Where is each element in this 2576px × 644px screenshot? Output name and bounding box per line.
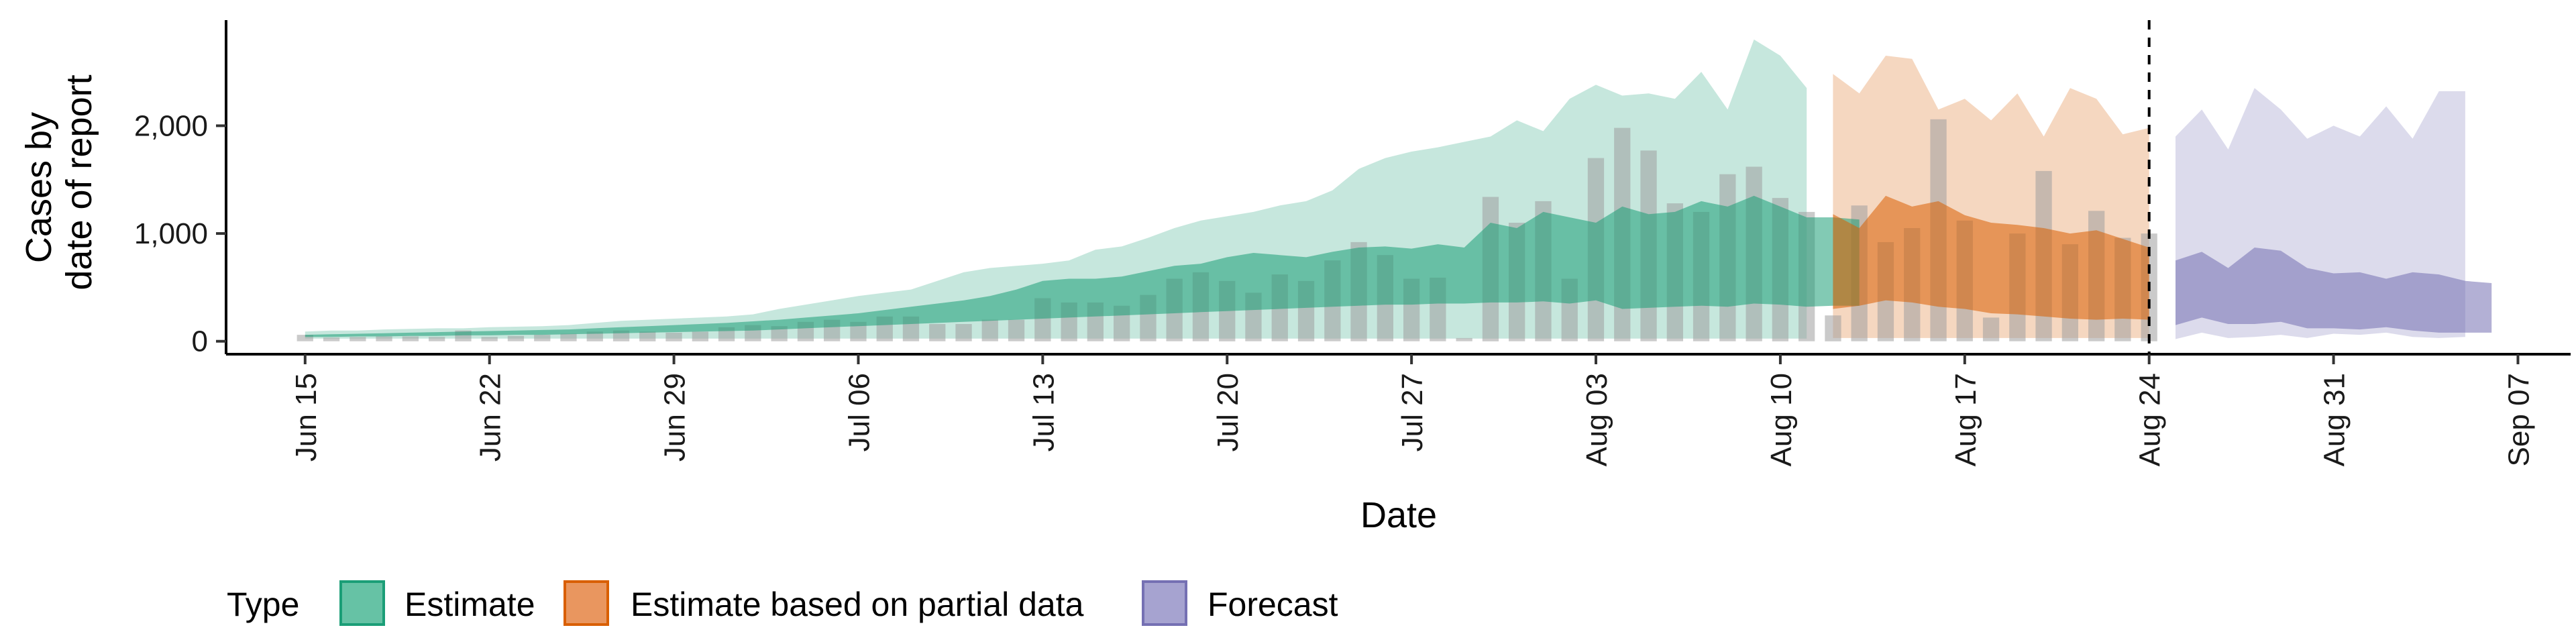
x-tick-label: Jun 22 xyxy=(474,373,507,462)
reported-cases-bar xyxy=(560,333,577,341)
y-tick-label: 2,000 xyxy=(134,109,208,142)
x-tick-label: Aug 31 xyxy=(2318,373,2351,466)
reported-cases-bar xyxy=(429,337,445,341)
legend-label-estimate: Estimate xyxy=(405,586,535,623)
reported-cases-bar xyxy=(1825,315,1841,341)
x-tick-label: Jul 27 xyxy=(1396,373,1429,451)
reported-cases-bar xyxy=(665,332,682,341)
reported-cases-bar xyxy=(955,324,972,341)
reported-cases-bar xyxy=(1456,337,1472,341)
legend-swatch-estimate xyxy=(339,580,385,626)
reported-cases-bar xyxy=(297,335,313,341)
y-tick-label: 1,000 xyxy=(134,217,208,250)
reported-cases-bar xyxy=(639,331,656,341)
y-tick-label: 0 xyxy=(192,325,208,358)
reported-cases-bar xyxy=(929,324,946,341)
legend-title: Type xyxy=(227,586,299,623)
reported-cases-bar xyxy=(507,335,525,341)
y-axis-ticks: 0 1,000 2,000 xyxy=(134,109,226,358)
reported-cases-bar xyxy=(534,335,551,341)
legend: Type Estimate Estimate based on partial … xyxy=(227,580,1338,626)
legend-label-partial: Estimate based on partial data xyxy=(631,586,1084,623)
legend-swatch-partial xyxy=(564,580,609,626)
reported-cases-bar xyxy=(402,336,419,341)
reported-cases-bar xyxy=(771,326,788,341)
y-axis-title-line-1: Cases by xyxy=(19,112,59,263)
reported-cases-bar xyxy=(692,331,708,341)
forecast-50-band xyxy=(2176,248,2492,333)
reported-cases-bar xyxy=(376,336,392,341)
x-tick-label: Jun 15 xyxy=(290,373,323,462)
estimate-based-on-partial-data-50-band xyxy=(1833,195,2149,320)
estimate-50-band xyxy=(305,195,1860,337)
y-axis-title: Cases by date of report xyxy=(19,74,99,290)
reported-cases-bar xyxy=(481,337,498,341)
reported-cases-bar xyxy=(981,319,998,341)
x-tick-label: Jul 13 xyxy=(1027,373,1060,451)
x-tick-label: Jun 29 xyxy=(659,373,692,462)
reported-cases-bar xyxy=(350,337,366,341)
plot-area xyxy=(297,39,2492,341)
x-tick-label: Aug 03 xyxy=(1580,373,1613,466)
x-tick-label: Sep 07 xyxy=(2502,373,2535,466)
x-tick-label: Aug 10 xyxy=(1765,373,1798,466)
x-axis-title: Date xyxy=(1360,495,1437,535)
x-tick-label: Jul 20 xyxy=(1212,373,1244,451)
reported-cases-bar xyxy=(1982,317,2000,341)
reported-cases-bar xyxy=(323,337,340,341)
x-tick-label: Jul 06 xyxy=(843,373,875,451)
x-axis-ticks: Jun 15 Jun 22 Jun 29 Jul 06 Jul 13 Jul 20 Jul … xyxy=(290,354,2535,466)
x-tick-label: Aug 24 xyxy=(2134,373,2167,466)
legend-label-forecast: Forecast xyxy=(1208,586,1338,623)
legend-swatch-forecast xyxy=(1142,580,1187,626)
reported-cases-bar xyxy=(1008,319,1025,341)
reported-cases-bar xyxy=(586,331,603,341)
x-tick-label: Aug 17 xyxy=(1949,373,1982,466)
y-axis-title-line-2: date of report xyxy=(59,74,99,290)
